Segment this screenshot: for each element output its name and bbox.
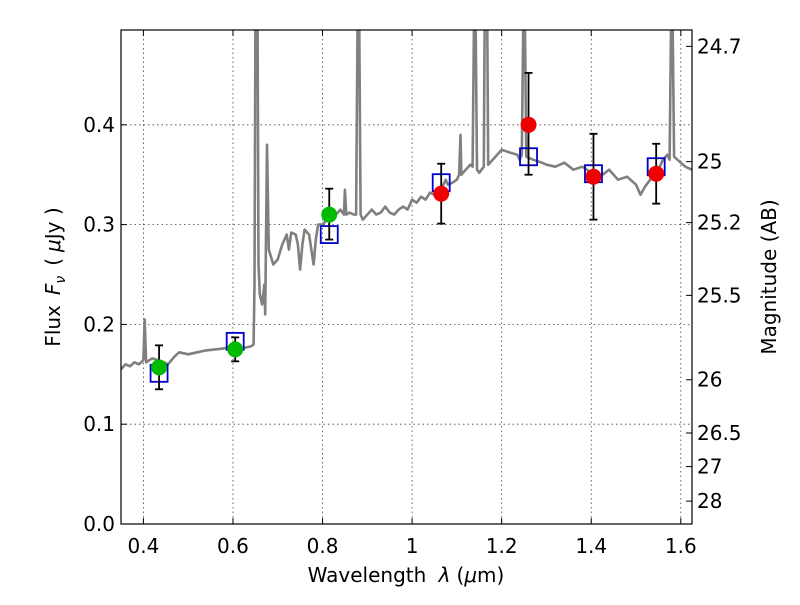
x-tick-label: 1.6: [665, 534, 697, 558]
x-tick-label: 1.2: [486, 534, 518, 558]
nir-data-point: [433, 185, 450, 202]
magnitude-tick-label: 27: [697, 455, 722, 479]
y-tick-label: 0.2: [83, 312, 115, 336]
grid-lines: [121, 30, 692, 525]
x-tick-label: 0.6: [217, 534, 249, 558]
nir-data-point: [520, 116, 537, 133]
plot-area: [121, 30, 692, 391]
magnitude-tick-label: 26: [697, 368, 722, 392]
magnitude-axis-title: Magnitude (AB): [757, 199, 781, 354]
magnitude-tick-label: 25.2: [697, 211, 742, 235]
magnitude-tick-label: 25.5: [697, 283, 742, 307]
x-tick-label: 1: [406, 534, 419, 558]
magnitude-tick-label: 28: [697, 489, 722, 513]
spectrum-line: [121, 30, 692, 371]
optical-data-point: [227, 341, 244, 358]
axes: 0.4 0.6 0.8 1 1.2 1.4 1.6 0.0 0.1 0.2 0.3 0.4 24.7 25…: [83, 30, 742, 558]
nir-data-point: [648, 165, 665, 182]
x-tick-label: 0.4: [127, 534, 159, 558]
y-tick-label: 0.0: [83, 512, 115, 536]
y-axis-title: FluxFν(μJy ): [41, 207, 69, 346]
x-axis-title: Wavelength λ (μm): [308, 563, 505, 587]
magnitude-tick-label: 25: [697, 150, 722, 174]
optical-data-point: [321, 206, 338, 223]
nir-data-point: [585, 168, 602, 185]
magnitude-tick-label: 26.5: [697, 421, 742, 445]
y-tick-label: 0.1: [83, 412, 115, 436]
x-tick-label: 0.8: [307, 534, 339, 558]
x-tick-label: 1.4: [575, 534, 607, 558]
y-tick-label: 0.3: [83, 213, 115, 237]
y-tick-label: 0.4: [83, 113, 115, 137]
optical-data-point: [151, 359, 168, 376]
plot-frame: [120, 29, 693, 525]
magnitude-tick-label: 24.7: [697, 34, 742, 58]
